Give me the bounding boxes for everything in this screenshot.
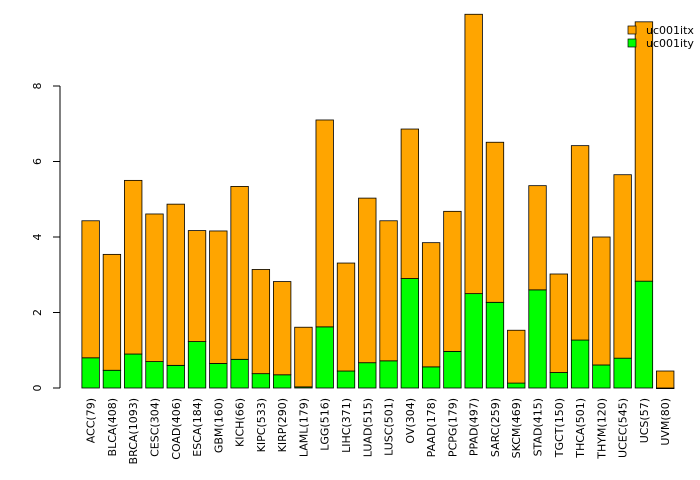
bar-uc001itx xyxy=(166,203,185,366)
x-tick-label: BRCA(1093) xyxy=(127,398,140,464)
bar-uc001itx xyxy=(528,185,547,291)
x-tick-label: KIPC(533) xyxy=(255,398,268,452)
y-tick-label: 4 xyxy=(31,234,44,241)
legend-label-uc001ity: uc001ity xyxy=(646,37,694,50)
bar-uc001ity xyxy=(443,350,462,389)
bar-uc001ity xyxy=(549,372,568,389)
bar-uc001ity xyxy=(273,374,292,389)
bar-uc001itx xyxy=(421,242,441,368)
x-tick-label: GBM(160) xyxy=(212,398,225,453)
x-tick-label: KICH(66) xyxy=(234,398,247,447)
bar-uc001itx xyxy=(485,141,505,303)
x-tick-label: OV(304) xyxy=(404,398,417,444)
bar-uc001ity xyxy=(421,366,441,389)
bar-uc001ity xyxy=(336,370,356,389)
x-tick-label: THYM(120) xyxy=(595,398,608,460)
bar-uc001ity xyxy=(251,373,271,389)
legend: uc001itx uc001ity xyxy=(627,24,694,50)
x-tick-label: BLCA(408) xyxy=(106,398,119,456)
y-tick-label: 2 xyxy=(31,309,44,316)
bar-uc001ity xyxy=(464,293,483,389)
y-tick-label: 8 xyxy=(31,83,44,90)
x-tick-label: ESCA(184) xyxy=(191,398,204,457)
x-tick-label: STAD(415) xyxy=(532,398,545,456)
bar-uc001ity xyxy=(209,363,228,389)
bar-uc001ity xyxy=(81,357,100,389)
bar-uc001ity xyxy=(230,358,249,389)
bar-uc001ity xyxy=(145,361,164,389)
y-tick-label: 0 xyxy=(31,385,44,392)
y-tick-label: 6 xyxy=(31,158,44,165)
legend-swatch-uc001ity xyxy=(627,38,637,48)
bar-uc001ity xyxy=(400,278,419,389)
bar-uc001itx xyxy=(294,326,313,388)
bar-uc001itx xyxy=(230,186,249,360)
x-tick-label: SKCM(469) xyxy=(510,398,523,458)
bar-uc001itx xyxy=(145,213,164,362)
bar-uc001itx xyxy=(634,21,654,282)
x-tick-label: UVM(80) xyxy=(659,398,672,446)
bar-uc001itx xyxy=(315,119,334,328)
x-tick-label: PAAD(178) xyxy=(425,398,438,457)
bar-uc001itx xyxy=(656,370,675,389)
bar-uc001ity xyxy=(124,353,143,389)
x-tick-label: CESC(304) xyxy=(148,398,161,457)
bar-uc001itx xyxy=(273,281,292,376)
y-axis: 0 2 4 6 8 xyxy=(31,83,61,392)
bar-uc001ity xyxy=(379,360,398,389)
x-axis-labels: ACC(79) BLCA(408) BRCA(1093) CESC(304) COAD(… xyxy=(85,398,673,464)
bar-uc001ity xyxy=(507,382,526,389)
bar-uc001itx xyxy=(379,220,398,362)
bar-uc001itx xyxy=(570,145,590,341)
bar-uc001itx xyxy=(251,269,271,375)
legend-swatch-uc001itx xyxy=(627,25,637,35)
x-tick-label: LUSC(501) xyxy=(383,398,396,456)
x-tick-label: LUAD(515) xyxy=(361,398,374,457)
x-tick-label: ACC(79) xyxy=(85,398,98,443)
bar-uc001ity xyxy=(570,339,590,389)
x-tick-label: PPAD(497) xyxy=(468,398,481,456)
x-tick-label: UCS(57) xyxy=(638,398,651,443)
x-tick-label: KIRP(290) xyxy=(276,398,289,452)
bar-uc001ity xyxy=(485,301,505,389)
bar-uc001itx xyxy=(549,273,568,373)
bars xyxy=(81,13,675,390)
x-tick-label: LGG(516) xyxy=(319,398,332,451)
x-tick-label: THCA(501) xyxy=(574,398,587,459)
bar-uc001itx xyxy=(358,197,377,364)
x-tick-label: PCPG(179) xyxy=(446,398,459,457)
bar-uc001itx xyxy=(400,128,419,279)
x-tick-label: COAD(406) xyxy=(170,398,183,460)
bar-uc001itx xyxy=(592,236,611,366)
bar-uc001itx xyxy=(187,230,207,342)
x-tick-label: LIHC(371) xyxy=(340,398,353,453)
bar-uc001ity xyxy=(315,326,334,389)
x-tick-label: LAML(179) xyxy=(297,398,310,457)
bar-uc001ity xyxy=(102,369,122,389)
x-tick-label: SARC(259) xyxy=(489,398,502,457)
bar-uc001itx xyxy=(209,230,228,364)
x-tick-label: UCEC(545) xyxy=(617,398,630,458)
bar-uc001ity xyxy=(613,357,632,389)
bar-uc001ity xyxy=(528,289,547,389)
x-tick-label: TGCT(150) xyxy=(553,398,566,458)
bar-uc001itx xyxy=(443,210,462,352)
bar-uc001itx xyxy=(464,13,483,295)
bar-uc001itx xyxy=(102,253,122,371)
bar-uc001ity xyxy=(187,341,207,389)
bar-uc001ity xyxy=(358,362,377,389)
bar-uc001ity xyxy=(592,364,611,389)
bar-uc001ity xyxy=(166,364,185,389)
legend-label-uc001itx: uc001itx xyxy=(646,24,694,37)
bar-uc001itx xyxy=(507,329,526,384)
bar-uc001itx xyxy=(124,179,143,355)
bar-uc001ity xyxy=(634,280,654,389)
bar-uc001itx xyxy=(336,262,356,372)
bar-uc001itx xyxy=(613,174,632,359)
bar-uc001itx xyxy=(81,220,100,359)
